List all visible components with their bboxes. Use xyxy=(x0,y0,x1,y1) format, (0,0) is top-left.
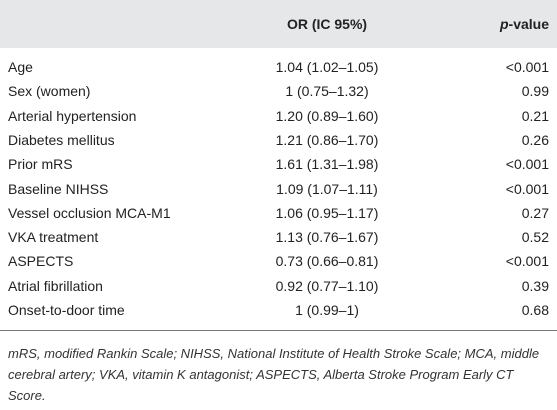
table-cell: <0.001 xyxy=(505,180,549,197)
table-cell: 0.21 xyxy=(521,107,549,124)
table-cell: ASPECTS xyxy=(8,253,74,270)
footnote: mRS, modified Rankin Scale; NIHSS, Natio… xyxy=(8,346,540,403)
table-cell: Vessel occlusion MCA-M1 xyxy=(8,204,171,221)
table-cell: <0.001 xyxy=(505,253,549,270)
header-cell: p-value xyxy=(500,15,549,33)
table-cell: 1.06 (0.95–1.17) xyxy=(275,204,379,221)
table-cell: 1.09 (1.07–1.11) xyxy=(276,180,378,197)
table-cell: Sex (women) xyxy=(8,83,91,100)
table-cell: 0.68 xyxy=(521,302,549,318)
table-cell: <0.001 xyxy=(505,59,549,75)
table-cell: 0.99 xyxy=(521,83,549,100)
table-cell: Onset-to-door time xyxy=(8,302,125,318)
table-cell: <0.001 xyxy=(505,156,549,173)
table-cell: Arterial hypertension xyxy=(8,107,137,124)
table-cell: 1.21 (0.86–1.70) xyxy=(275,131,379,148)
table-cell: Atrial fibrillation xyxy=(8,277,103,294)
table-cell: 0.52 xyxy=(521,229,549,246)
bottom-rule xyxy=(0,330,557,331)
table-cell: 1 (0.75–1.32) xyxy=(285,83,369,100)
header-background xyxy=(0,0,557,48)
table-cell: 0.26 xyxy=(521,131,549,148)
table-cell: 0.39 xyxy=(521,277,549,294)
table-cell: 0.27 xyxy=(521,204,549,221)
table-cell: 1.13 (0.76–1.67) xyxy=(275,229,379,246)
table-cell: Diabetes mellitus xyxy=(8,131,115,148)
header-cell: OR (IC 95%) xyxy=(286,16,368,32)
table-cell: Baseline NIHSS xyxy=(8,180,109,197)
table-cell: 1 (0.99–1) xyxy=(295,302,359,318)
table-cell: Age xyxy=(8,59,33,75)
table-cell: 1.04 (1.02–1.05) xyxy=(275,59,379,75)
table-cell: VKA treatment xyxy=(8,229,99,246)
header-text: p-value xyxy=(499,16,549,32)
table-cell: Prior mRS xyxy=(8,156,73,173)
table-cell: 1.20 (0.89–1.60) xyxy=(275,107,379,124)
table-cell: 0.73 (0.66–0.81) xyxy=(275,253,379,270)
table-cell: 0.92 (0.77–1.10) xyxy=(275,277,379,294)
table-cell: 1.61 (1.31–1.98) xyxy=(275,156,379,173)
